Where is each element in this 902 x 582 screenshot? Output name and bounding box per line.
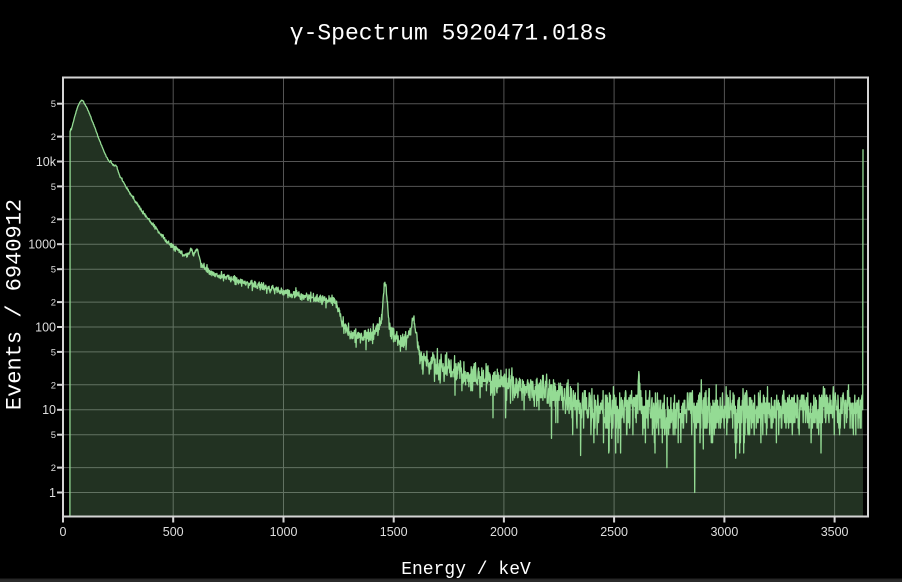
svg-text:2: 2	[51, 298, 56, 309]
svg-text:5: 5	[51, 430, 56, 441]
svg-text:1: 1	[49, 486, 56, 500]
svg-text:3000: 3000	[710, 525, 738, 539]
svg-text:100: 100	[35, 320, 56, 334]
svg-text:1500: 1500	[380, 525, 408, 539]
svg-text:10k: 10k	[36, 155, 57, 169]
svg-text:γ-Spectrum 5920471.018s: γ-Spectrum 5920471.018s	[290, 21, 607, 47]
svg-text:2000: 2000	[490, 525, 518, 539]
svg-text:5: 5	[51, 182, 56, 193]
svg-text:2: 2	[51, 215, 56, 226]
svg-text:Energy / keV: Energy / keV	[401, 560, 531, 580]
svg-text:10: 10	[42, 403, 56, 417]
svg-text:5: 5	[51, 347, 56, 358]
svg-text:2: 2	[51, 380, 56, 391]
svg-text:Events / 6940912: Events / 6940912	[3, 199, 28, 410]
svg-text:1000: 1000	[28, 238, 56, 252]
svg-text:1000: 1000	[270, 525, 298, 539]
svg-text:500: 500	[163, 525, 184, 539]
svg-text:0: 0	[60, 525, 67, 539]
svg-text:2500: 2500	[600, 525, 628, 539]
svg-text:5: 5	[51, 99, 56, 110]
svg-text:2: 2	[51, 463, 56, 474]
svg-text:2: 2	[51, 132, 56, 143]
svg-text:3500: 3500	[821, 525, 849, 539]
svg-text:5: 5	[51, 265, 56, 276]
